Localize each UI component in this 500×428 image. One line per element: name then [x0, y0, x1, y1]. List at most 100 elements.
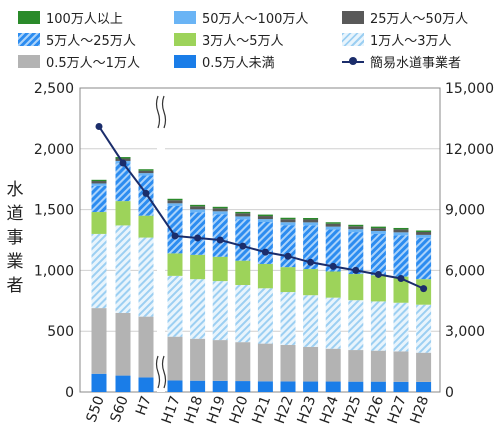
legend-item: 25万人～50万人	[342, 8, 468, 27]
bar-segment	[257, 216, 273, 220]
bar-segment	[257, 263, 273, 289]
line-point	[307, 258, 315, 266]
legend-item: 0.5万人未満	[174, 52, 275, 71]
y-tick-label: 0	[65, 385, 74, 401]
bar-segment	[212, 281, 228, 341]
bar-segment	[393, 381, 409, 392]
legend-swatch	[18, 32, 40, 46]
bar-segment	[393, 276, 409, 303]
bar-segment	[325, 381, 341, 392]
bar-segment	[138, 215, 154, 238]
bar-segment	[235, 284, 251, 343]
bar-segment	[257, 222, 273, 264]
bar-segment	[212, 256, 228, 282]
bar-segment	[280, 219, 296, 223]
line-point	[420, 285, 428, 293]
bar-segment	[138, 237, 154, 317]
bar-segment	[257, 219, 273, 223]
line-point	[239, 242, 247, 250]
bar-segment	[393, 302, 409, 352]
bar-segment	[348, 224, 364, 227]
bar-segment	[280, 344, 296, 382]
line-point	[284, 252, 292, 260]
bar-segment	[212, 380, 228, 392]
y2-tick-label: 3,000	[445, 324, 485, 340]
bar-segment	[325, 229, 341, 272]
bar-segment	[416, 381, 432, 392]
bar-segment	[303, 225, 319, 270]
bar-segment	[370, 233, 386, 276]
bar-segment	[91, 181, 107, 184]
legend-swatch	[174, 32, 196, 46]
bar-segment	[212, 214, 228, 257]
bar-segment	[370, 301, 386, 351]
x-tick-label: H19	[204, 394, 229, 426]
bar-segment	[91, 185, 107, 213]
y2-tick-label: 12,000	[445, 142, 494, 158]
bar-segment	[416, 352, 432, 382]
bar-segment	[325, 226, 341, 230]
bar-segment	[370, 381, 386, 392]
line-point	[216, 236, 224, 244]
legend-item: 簡易水道事業者	[342, 52, 461, 71]
y-tick-label: 500	[47, 324, 74, 340]
bar-segment	[325, 223, 341, 227]
line-point	[352, 266, 360, 274]
bar-segment	[91, 179, 107, 182]
bar-segment	[190, 380, 206, 392]
bar-segment	[393, 232, 409, 236]
legend-item: 5万人～25万人	[18, 30, 136, 49]
axis-break-gap	[157, 89, 165, 392]
legend-swatch	[342, 10, 364, 24]
legend-swatch	[18, 54, 40, 68]
x-tick-label: H17	[159, 394, 184, 426]
bar-segment	[257, 381, 273, 392]
bar-segment	[370, 275, 386, 302]
x-tick-label: H18	[182, 394, 207, 426]
bar-segment	[190, 279, 206, 339]
bar-segment	[167, 253, 183, 276]
legend-swatch	[342, 32, 364, 46]
y-tick-label: 2,000	[34, 142, 74, 158]
x-tick-label: S60	[108, 394, 132, 425]
y2-tick-label: 9,000	[445, 203, 485, 219]
bar-segment	[416, 237, 432, 280]
y2-tick-label: 6,000	[445, 263, 485, 279]
bar-segment	[348, 350, 364, 382]
bar-segment	[167, 336, 183, 381]
bar-segment	[167, 205, 183, 254]
legend-label: 0.5万人未満	[202, 55, 275, 71]
bar-segment	[280, 225, 296, 268]
axis-break-mark	[161, 95, 167, 129]
bar-segment	[370, 231, 386, 234]
legend-label: 5万人～25万人	[46, 33, 136, 49]
bar-segment	[91, 233, 107, 309]
bar-segment	[115, 163, 131, 202]
line-point	[374, 270, 382, 278]
bar-segment	[91, 308, 107, 374]
bar-segment	[393, 229, 409, 233]
bar-segment	[190, 209, 206, 213]
axis-break-mark	[155, 95, 161, 129]
bar-segment	[348, 232, 364, 275]
bar-segment	[280, 222, 296, 226]
bar-segment	[115, 157, 131, 159]
bar-segment	[303, 222, 319, 226]
legend-item: 50万人～100万人	[174, 8, 308, 27]
line-point	[95, 123, 103, 131]
bar-segment	[212, 208, 228, 212]
bar-segment	[138, 173, 154, 176]
bar-segment	[235, 211, 251, 214]
bar-segment	[167, 275, 183, 337]
axis-break-mark	[161, 355, 167, 389]
x-tick-label: H23	[295, 394, 320, 426]
bar-segment	[235, 381, 251, 392]
bar-segment	[280, 217, 296, 220]
legend-label: 3万人～5万人	[202, 33, 284, 49]
x-tick-label: S50	[84, 394, 108, 425]
bar-segment	[325, 297, 341, 349]
bar-segment	[416, 231, 432, 235]
bar-segment	[138, 377, 154, 392]
chart-legend: 100万人以上 50万人～100万人 25万人～50万人 5万人～25万人 3万…	[18, 6, 498, 72]
bar-segment	[348, 229, 364, 233]
